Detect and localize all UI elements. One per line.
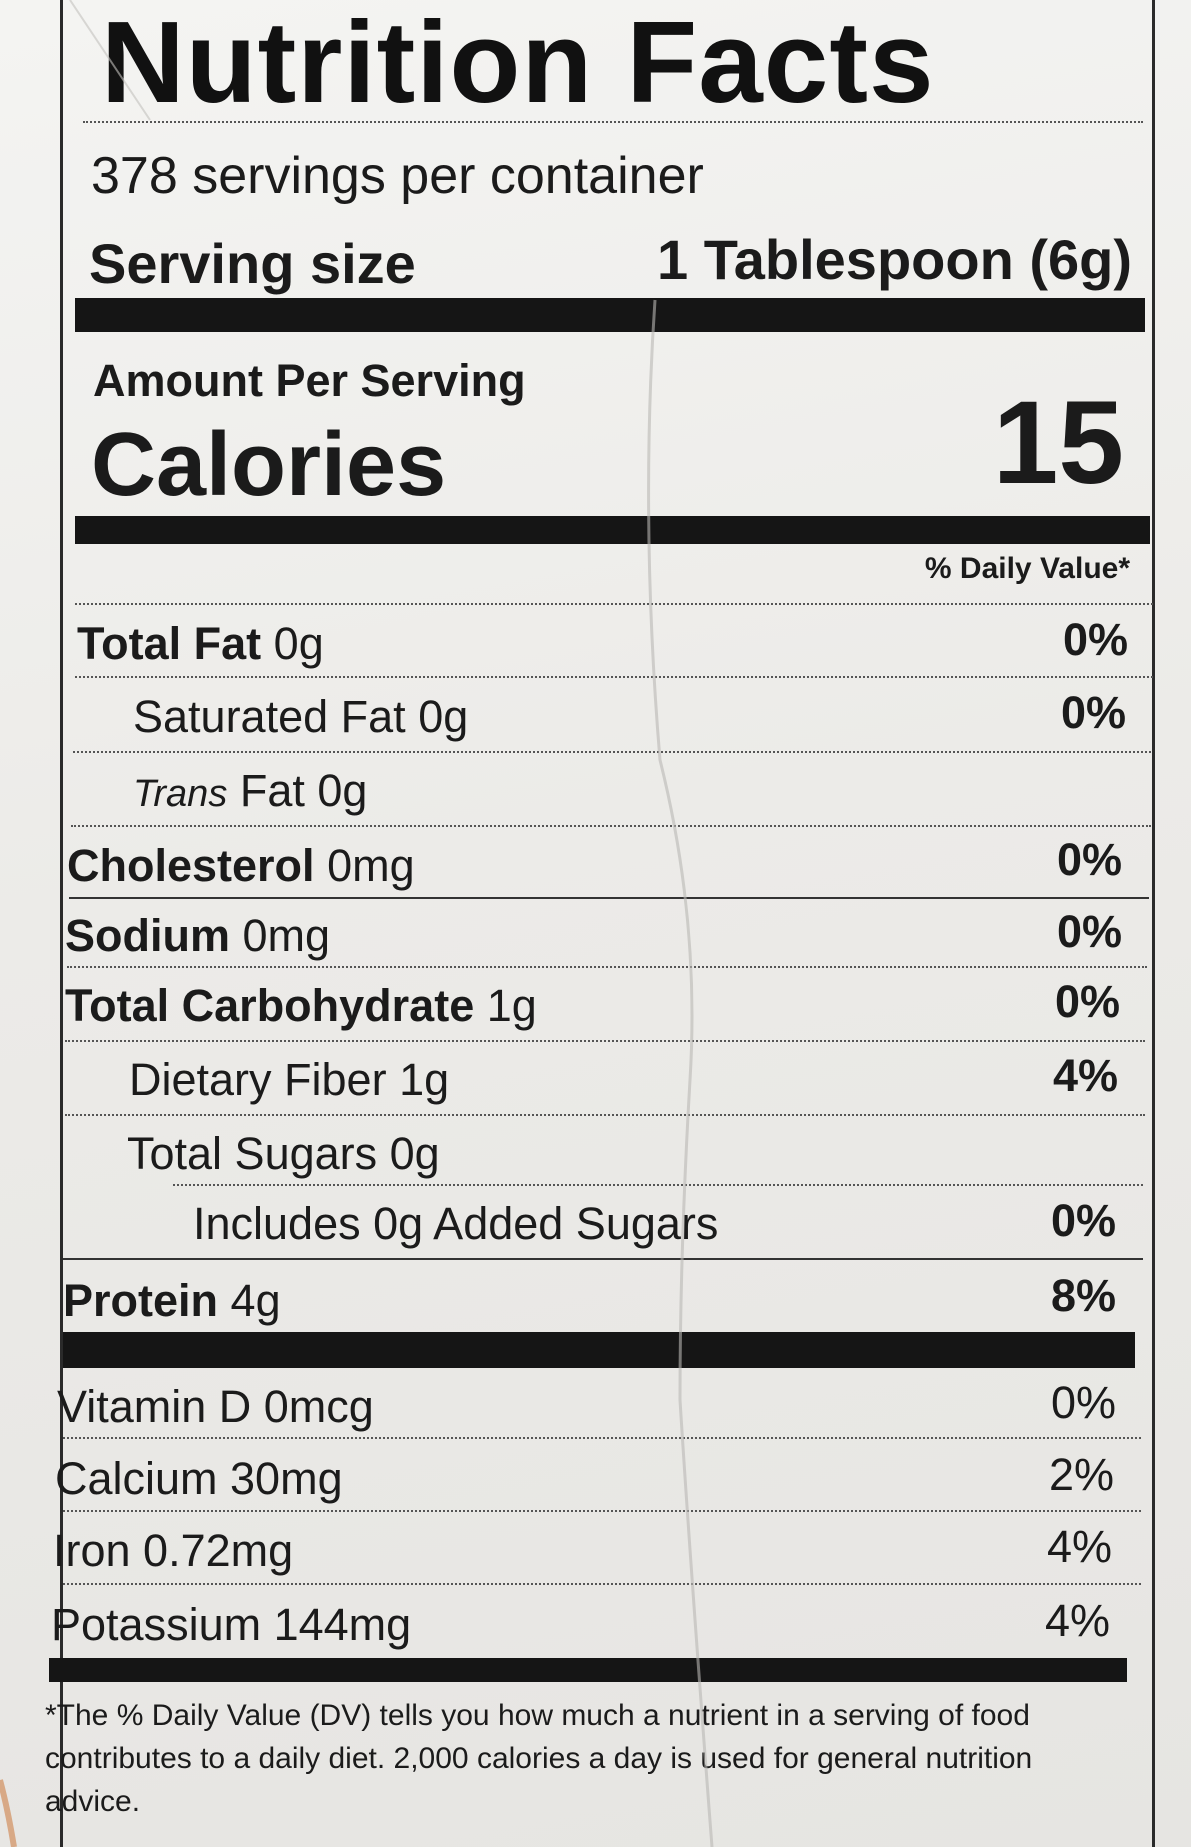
nutrient-amount: 0g	[273, 618, 324, 669]
nutrient-name: Total Fat	[77, 618, 262, 669]
nutrient-amount: 1g	[486, 980, 537, 1031]
nutrient-name: Total Carbohydrate	[65, 980, 475, 1031]
thick-divider	[49, 1658, 1127, 1682]
nutrient-dv: 8%	[1050, 1270, 1116, 1321]
nutrient-name: Sodium	[65, 910, 230, 961]
divider	[75, 676, 1153, 678]
nutrient-name: Includes 0g Added Sugars	[193, 1198, 719, 1249]
divider	[73, 751, 1151, 753]
nutrient-name: Protein	[63, 1275, 219, 1326]
nutrient-total-sugars: Total Sugars 0g	[127, 1131, 440, 1176]
nutrient-added-sugars: Includes 0g Added Sugars	[193, 1201, 718, 1246]
nutrient-dv: 4%	[1052, 1050, 1118, 1101]
divider	[83, 121, 1143, 123]
label-title: Nutrition Facts	[101, 0, 935, 127]
nutrient-name: Saturated Fat	[133, 691, 406, 742]
nutrition-facts-label: Nutrition Facts 378 servings per contain…	[45, 0, 1155, 1847]
nutrient-amount: 0g	[317, 765, 368, 816]
divider	[69, 897, 1149, 899]
nutrient-name: Trans	[133, 773, 228, 815]
nutrient-dv: 0%	[1050, 1195, 1116, 1246]
nutrient-amount: 0g	[418, 691, 469, 742]
nutrient-name: Cholesterol	[67, 840, 315, 891]
nutrient-name: Dietary Fiber	[129, 1054, 387, 1105]
vitamin-dv: 0%	[1050, 1377, 1116, 1428]
divider	[75, 603, 1153, 605]
nutrient-name: Total Sugars	[127, 1128, 378, 1179]
nutrient-trans-fat: Trans Fat 0g	[133, 768, 367, 813]
vitamin-dv: 4%	[1046, 1521, 1112, 1572]
nutrient-name-rest: Fat	[239, 765, 305, 816]
iron: Iron 0.72mg	[53, 1525, 294, 1576]
divider	[63, 1583, 1141, 1585]
nutrient-total-fat: Total Fat 0g	[77, 621, 324, 666]
divider	[63, 1510, 1141, 1512]
calories-label: Calories	[91, 415, 447, 515]
nutrient-protein: Protein 4g	[63, 1278, 281, 1323]
divider	[173, 1184, 1143, 1186]
nutrient-amount: 0g	[389, 1128, 440, 1179]
nutrient-dietary-fiber: Dietary Fiber 1g	[129, 1057, 449, 1102]
nutrient-cholesterol: Cholesterol 0mg	[67, 843, 415, 888]
nutrient-dv: 0%	[1056, 906, 1122, 957]
servings-per-container: 378 servings per container	[91, 147, 704, 205]
vitamin-d: Vitamin D 0mcg	[57, 1381, 374, 1432]
thick-divider	[63, 1332, 1135, 1368]
nutrient-amount: 0mg	[242, 910, 331, 961]
nutrient-amount: 1g	[399, 1054, 450, 1105]
divider	[71, 825, 1151, 827]
thick-divider	[75, 516, 1150, 544]
vitamin-dv: 4%	[1044, 1595, 1110, 1646]
daily-value-header: % Daily Value*	[924, 552, 1130, 585]
nutrient-dv: 0%	[1062, 614, 1128, 665]
potassium: Potassium 144mg	[51, 1599, 412, 1650]
serving-size-label: Serving size	[89, 232, 416, 295]
nutrient-dv: 0%	[1054, 976, 1120, 1027]
nutrient-dv: 0%	[1056, 834, 1122, 885]
amount-per-serving: Amount Per Serving	[93, 355, 526, 406]
nutrient-sodium: Sodium 0mg	[65, 913, 330, 958]
footnote: *The % Daily Value (DV) tells you how mu…	[45, 1699, 1033, 1818]
serving-size-value: 1 Tablespoon (6g)	[657, 228, 1132, 291]
divider	[65, 1040, 1145, 1042]
nutrient-amount: 0mg	[327, 840, 415, 891]
nutrient-dv: 0%	[1060, 687, 1126, 738]
vitamin-dv: 2%	[1048, 1449, 1114, 1500]
thick-divider	[75, 298, 1145, 332]
calcium: Calcium 30mg	[55, 1453, 343, 1504]
calories-value: 15	[992, 377, 1124, 509]
divider	[65, 1114, 1145, 1116]
nutrient-amount: 4g	[230, 1275, 281, 1326]
nutrient-total-carbohydrate: Total Carbohydrate 1g	[65, 983, 537, 1028]
nutrient-saturated-fat: Saturated Fat 0g	[133, 694, 468, 739]
divider	[67, 966, 1147, 968]
divider	[63, 1437, 1141, 1439]
divider	[63, 1258, 1143, 1260]
